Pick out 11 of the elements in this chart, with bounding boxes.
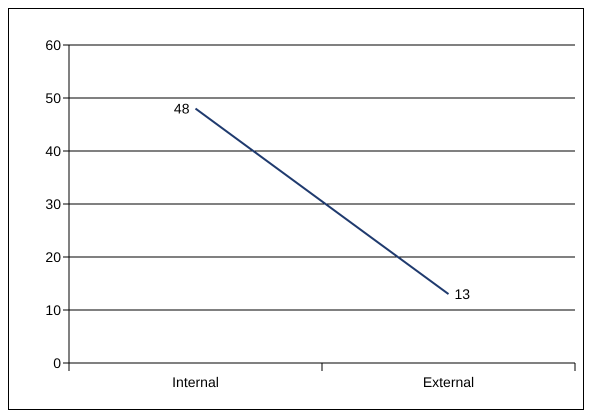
data-label: 13 <box>454 286 470 302</box>
y-tick-label: 20 <box>45 248 62 265</box>
y-tick-label: 40 <box>45 142 62 159</box>
x-tick-label: External <box>422 374 474 390</box>
data-label: 48 <box>174 100 190 117</box>
y-tick-label: 60 <box>45 36 62 53</box>
y-tick-label: 30 <box>45 196 62 212</box>
y-tick-label: 50 <box>45 90 62 106</box>
y-tick-label: 10 <box>45 302 62 318</box>
y-tick-label: 0 <box>53 354 62 371</box>
x-tick-label: Internal <box>172 374 219 390</box>
